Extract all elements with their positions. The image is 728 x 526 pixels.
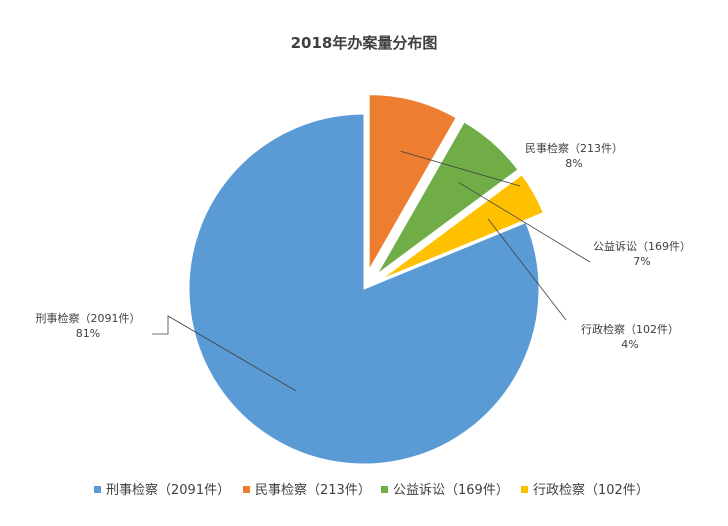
pie-slice-4 [381, 174, 544, 280]
leader-line-2 [400, 150, 521, 187]
legend-label-4: 行政检察（102件） [533, 483, 649, 498]
pie-slice-1 [188, 113, 540, 465]
chart-title: 2018年办案量分布图 [291, 34, 438, 52]
data-label-name-2: 民事检察（213件） [525, 141, 623, 155]
data-label-name-4: 行政检察（102件） [581, 322, 679, 336]
data-label-percent-4: 4% [621, 338, 638, 351]
legend-item-3: 公益诉讼（169件） [381, 483, 509, 498]
data-label-percent-3: 7% [633, 255, 650, 268]
leader-line-3 [458, 182, 591, 263]
leader-line-1 [152, 315, 296, 392]
legend-item-1: 刑事检察（2091件） [94, 483, 230, 498]
pie-slice-3 [376, 121, 519, 275]
pie-slice-2 [368, 94, 457, 272]
data-label-name-1: 刑事检察（2091件） [36, 311, 141, 325]
legend-label-3: 公益诉讼（169件） [393, 483, 509, 498]
legend-label-2: 民事检察（213件） [255, 483, 371, 498]
legend-label-1: 刑事检察（2091件） [106, 483, 230, 498]
leader-line-4 [487, 218, 567, 321]
legend-swatch-1 [94, 486, 101, 493]
legend-item-4: 行政检察（102件） [521, 483, 649, 498]
legend-item-2: 民事检察（213件） [243, 483, 371, 498]
data-label-percent-1: 81% [76, 327, 100, 340]
data-label-name-3: 公益诉讼（169件） [593, 239, 691, 253]
legend-swatch-3 [381, 486, 388, 493]
legend-swatch-4 [521, 486, 528, 493]
legend-swatch-2 [243, 486, 250, 493]
data-label-percent-2: 8% [565, 157, 582, 170]
